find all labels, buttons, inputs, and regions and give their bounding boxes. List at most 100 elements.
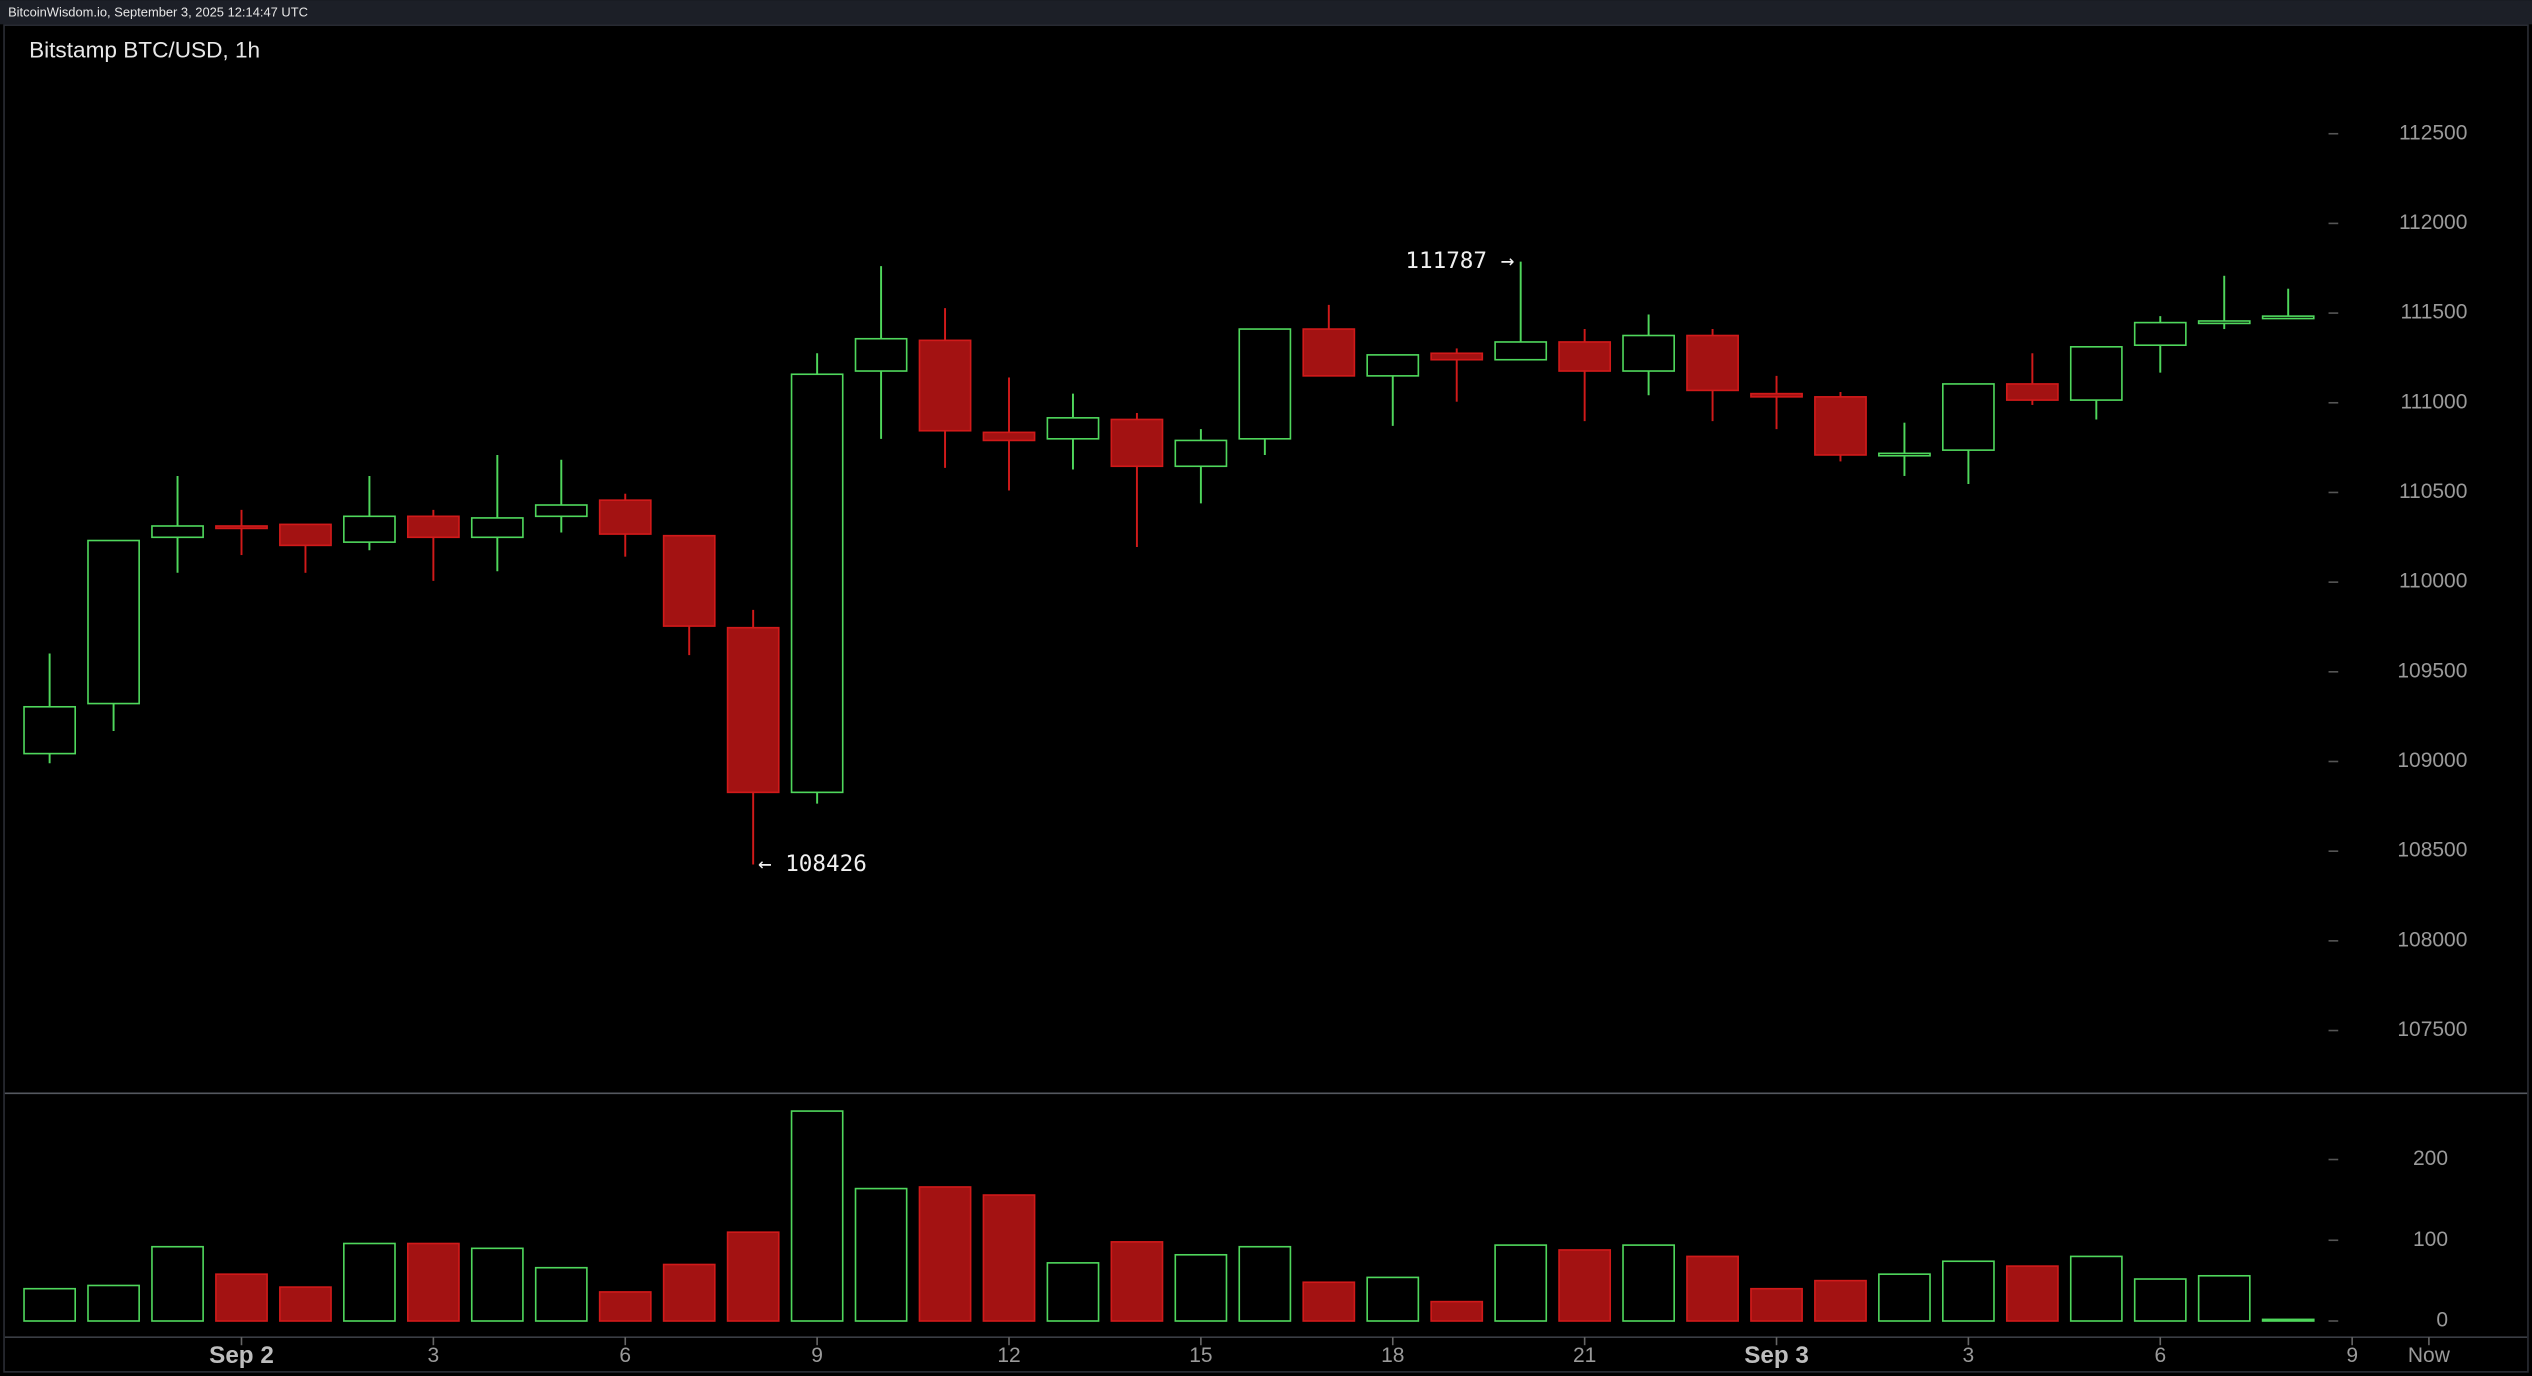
y-tick-label: 112000	[2399, 211, 2467, 234]
x-tick-label: 15	[1189, 1344, 1212, 1367]
candle-body	[1686, 334, 1739, 392]
volume-bar	[2261, 1318, 2315, 1322]
volume-y-tick-label: 0	[2436, 1309, 2448, 1332]
x-tick-label: 18	[1381, 1344, 1404, 1367]
volume-bar	[534, 1266, 588, 1322]
candle-body	[1046, 417, 1100, 440]
candle-body	[23, 705, 77, 755]
candle-body	[534, 504, 588, 518]
candle-body	[1814, 396, 1867, 456]
volume-bar	[1750, 1287, 1803, 1322]
volume-bar	[1238, 1245, 1292, 1322]
volume-bar	[790, 1110, 844, 1322]
x-tick-label: 6	[2154, 1344, 2166, 1367]
volume-bar	[1878, 1273, 1931, 1322]
x-tick-label: 6	[619, 1344, 631, 1367]
candle-body	[1302, 328, 1356, 377]
volume-bar	[2005, 1265, 2059, 1322]
volume-bar	[215, 1273, 268, 1322]
candle-body	[790, 373, 844, 794]
volume-bar	[23, 1287, 77, 1322]
x-tick-label: Sep 2	[209, 1342, 274, 1369]
y-tick-label: 108000	[2397, 928, 2467, 951]
candle-body	[726, 626, 780, 794]
x-tick-label: Now	[2408, 1344, 2451, 1367]
candle-body	[343, 515, 396, 543]
candle-body	[982, 431, 1036, 442]
candle-body	[598, 499, 652, 535]
x-tick-label: 9	[811, 1344, 823, 1367]
volume-bar	[279, 1286, 332, 1322]
y-tick-label: 109000	[2397, 749, 2467, 772]
volume-bar	[1494, 1244, 1548, 1322]
source-label: BitcoinWisdom.io, September 3, 2025 12:1…	[8, 4, 308, 19]
annotation: 111787 →	[1405, 248, 1514, 274]
volume-bar	[151, 1245, 204, 1322]
volume-bar	[1622, 1244, 1675, 1322]
volume-bar	[1110, 1241, 1164, 1322]
volume-bar	[2069, 1255, 2123, 1322]
candle-body	[279, 523, 332, 547]
candle-body	[2133, 321, 2187, 347]
y-tick-label: 110500	[2399, 480, 2467, 503]
x-tick-label: 3	[428, 1344, 440, 1367]
candle-body	[1174, 439, 1228, 468]
volume-y-tick-label: 100	[2413, 1228, 2448, 1251]
volume-bar	[1942, 1260, 1995, 1322]
y-tick-label: 108500	[2397, 839, 2467, 862]
volume-bar	[854, 1187, 908, 1322]
volume-bar	[1814, 1279, 1867, 1322]
y-tick-label: 111500	[2400, 301, 2467, 324]
x-tick-label: Sep 3	[1744, 1342, 1809, 1369]
y-tick-label: 110000	[2399, 570, 2467, 593]
x-tick-label: 3	[1963, 1344, 1975, 1367]
volume-bar	[918, 1186, 972, 1322]
candle-body	[151, 525, 204, 539]
volume-bar	[1558, 1249, 1612, 1322]
volume-bar	[1430, 1300, 1484, 1322]
volume-bar	[343, 1242, 396, 1322]
volume-bar	[726, 1231, 780, 1322]
volume-bar	[1366, 1276, 1420, 1322]
candle-body	[406, 515, 460, 539]
x-tick-label: 12	[997, 1344, 1020, 1367]
candle-body	[215, 525, 268, 530]
header-bar	[0, 0, 2532, 25]
volume-y-tick-label: 200	[2413, 1147, 2448, 1170]
candle-body	[1878, 452, 1931, 457]
y-tick-label: 112500	[2399, 121, 2467, 144]
volume-bar	[598, 1291, 652, 1322]
y-tick-label: 111000	[2400, 390, 2467, 413]
candle-body	[1366, 354, 1420, 377]
volume-bar	[2197, 1274, 2251, 1322]
volume-bar	[2133, 1278, 2187, 1322]
chart-title: Bitstamp BTC/USD, 1h	[29, 38, 260, 63]
candle-body	[1558, 341, 1612, 372]
volume-bar	[982, 1194, 1036, 1322]
x-tick-label: 9	[2346, 1344, 2358, 1367]
candle-body	[2261, 315, 2315, 320]
candle-body	[1622, 334, 1675, 372]
volume-bar	[1174, 1253, 1228, 1322]
candle-body	[1942, 383, 1995, 451]
annotation: ← 108426	[758, 851, 867, 877]
candle-body	[854, 337, 908, 372]
volume-bar	[87, 1284, 140, 1322]
volume-bar	[1686, 1255, 1739, 1322]
candle-body	[1110, 418, 1164, 468]
candle-body	[470, 517, 524, 539]
candle-body	[2005, 383, 2059, 401]
candle-body	[87, 539, 140, 705]
volume-bar	[1302, 1281, 1356, 1322]
candle-body	[2197, 320, 2251, 325]
volume-bar	[1046, 1262, 1100, 1322]
volume-bar	[406, 1242, 460, 1322]
volume-bar	[662, 1263, 716, 1322]
y-tick-label: 109500	[2397, 659, 2467, 682]
candle-body	[2069, 346, 2123, 401]
candle-body	[1494, 341, 1548, 361]
chart-frame	[3, 24, 2529, 1373]
volume-bar	[470, 1247, 524, 1322]
